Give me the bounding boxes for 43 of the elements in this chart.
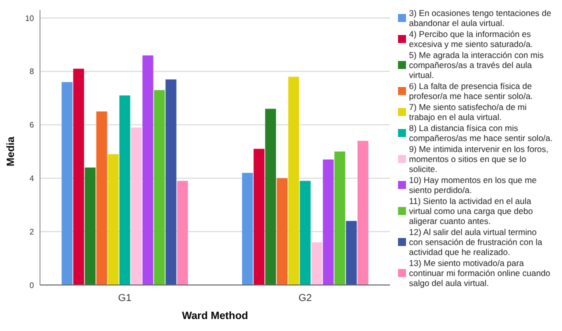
bar [108,154,119,285]
legend-label: 3) En ocasiones tengo tentaciones de abandonar el aula virtual. [409,8,552,28]
y-axis-title: Media [5,136,17,166]
bar [130,127,142,285]
bar [96,111,108,285]
bar [358,140,368,285]
bar [142,55,154,285]
y-tick-label: 0 [30,280,35,290]
y-tick-label: 10 [25,14,35,23]
x-tick-label: G2 [298,293,312,304]
bar [311,242,322,285]
y-tick-label: 6 [30,120,35,130]
legend-label: 11) Siento la actividad en el aula virtual como una carga que debo aligerar cuanto antes. [409,196,534,226]
x-axis-title: Ward Method [182,310,248,322]
x-tick-label: G1 [118,293,132,304]
bar [73,68,84,285]
legend-label: 9) Me intimida intervenir en los foros, momentos o sitios en que se lo solicite. [409,144,551,174]
legend-label: 7) Me siento satisfecho/a de mi trabajo en el aula virtual. [409,102,527,122]
legend-label: 13) Me siento motivado/a para continuar mi formación online cuando salgo del aula virtual. [409,258,551,288]
bar [276,178,288,285]
bar [265,108,276,285]
bar [322,160,334,285]
bar [334,152,346,285]
bar [84,168,96,285]
bar [154,90,165,285]
y-tick-label: 4 [30,174,35,183]
legend-label: 6) La falta de presencia física de profesor/a me hace sentir solo/a. [409,81,533,101]
legend-label: 4) Percibo que la información es excesiva y me siento saturado/a. [409,29,533,49]
bar [254,148,264,285]
legend-label: 10) Hay momentos en los que me siento perdido/a. [409,175,537,195]
y-tick-label: 2 [30,227,35,236]
bar [62,82,72,285]
legend-label: 8) La distancia física con mis compañeros/as me hace sentir solo/a. [409,123,553,143]
bar [300,180,311,285]
bar [119,95,130,285]
bar [346,220,357,285]
legend-label: 5) Me agrada la interacción con mis compañeros/as a través del aula virtual. [409,50,544,80]
legend-label: 12) Al salir del aula virtual termino con sensación de frustración con la actividad que he realizado. [409,227,543,257]
y-tick-label: 8 [30,67,35,76]
bar [288,76,300,285]
bar [177,180,188,285]
bar [166,79,176,285]
bar [242,172,253,285]
